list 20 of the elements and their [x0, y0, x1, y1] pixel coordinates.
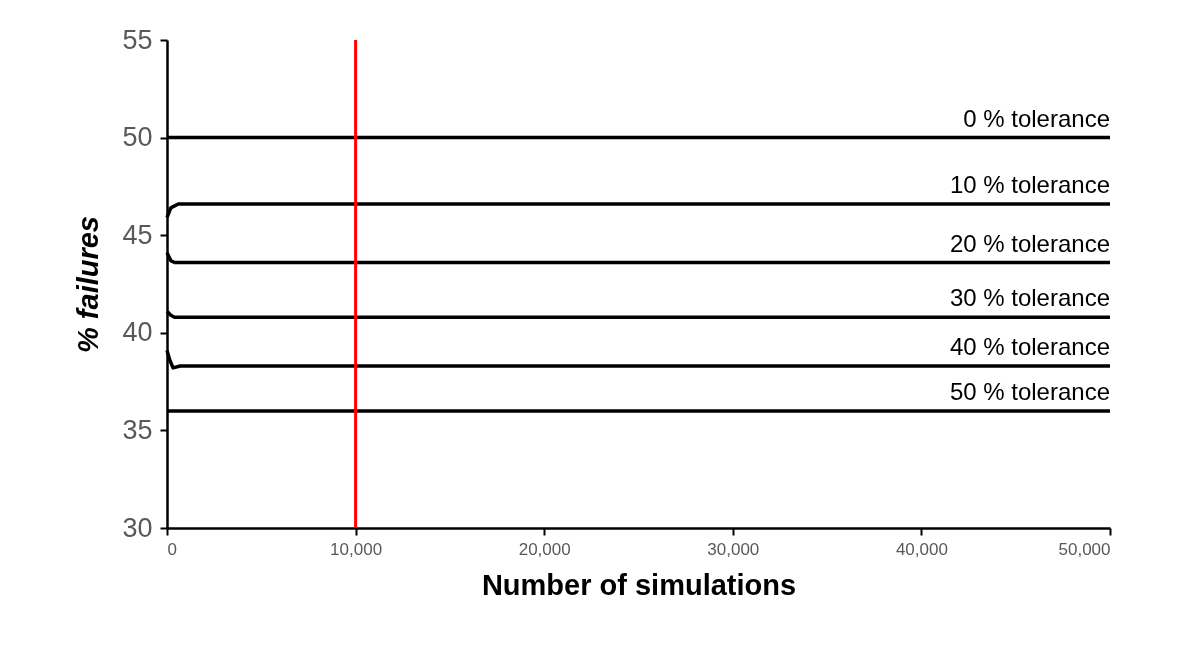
series-label: 20 % tolerance	[949, 229, 1110, 257]
x-tick-label: 50,000	[1058, 539, 1111, 559]
series-label: 50 % tolerance	[949, 377, 1110, 405]
y-tick-label: 30	[122, 512, 153, 543]
x-tick-label: 30,000	[707, 539, 760, 559]
series-label: 30 % tolerance	[949, 284, 1110, 312]
y-tick-label: 55	[122, 24, 153, 55]
y-tick-label: 45	[122, 219, 153, 250]
y-tick-label: 40	[122, 317, 153, 348]
x-tick-label: 0	[167, 539, 177, 559]
y-tick-label: 50	[122, 122, 153, 153]
x-axis-title: Number of simulations	[481, 568, 797, 601]
x-tick-label: 20,000	[518, 539, 571, 559]
series-label: 0 % tolerance	[963, 104, 1110, 132]
series-label: 10 % tolerance	[949, 170, 1110, 198]
series-label: 40 % tolerance	[949, 332, 1110, 360]
y-tick-label: 35	[122, 414, 153, 445]
x-tick-label: 40,000	[895, 539, 948, 559]
y-axis-title: % failures	[72, 216, 105, 353]
x-tick-label: 10,000	[330, 539, 383, 559]
